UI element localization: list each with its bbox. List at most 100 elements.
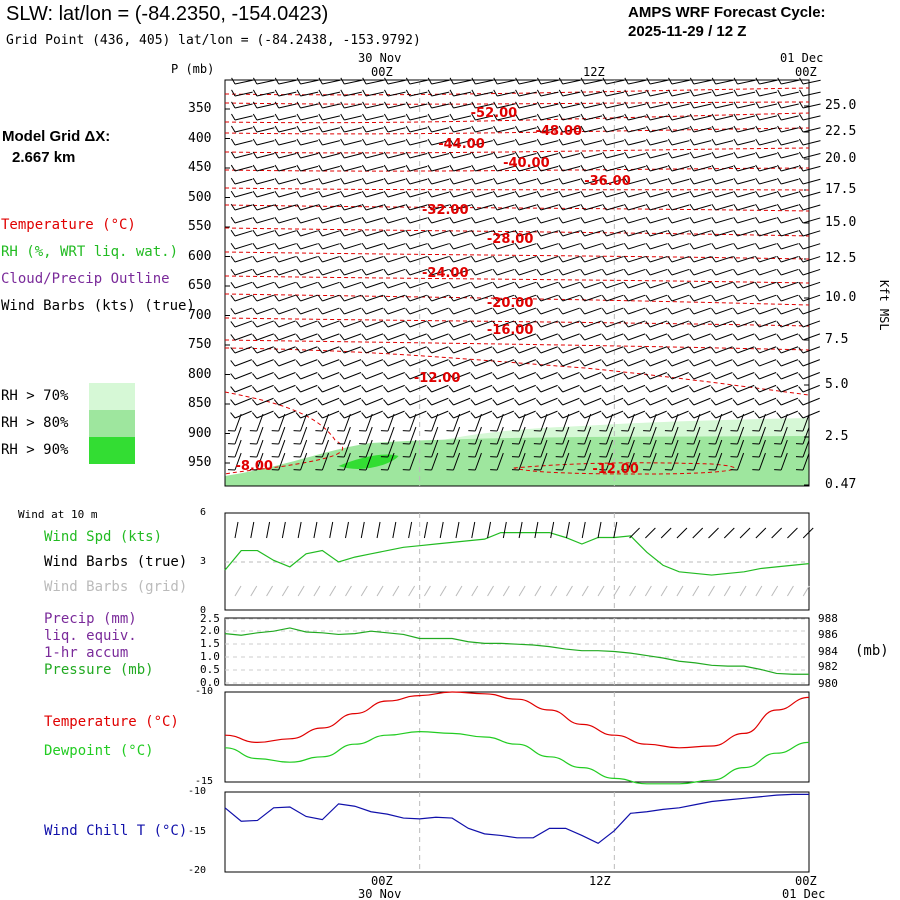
wind-barb xyxy=(453,243,471,250)
wind-barb xyxy=(584,91,603,97)
wind-barb-flag xyxy=(339,295,345,302)
wind-barb-flag xyxy=(667,360,673,367)
wind-barb-flag xyxy=(711,190,717,198)
wind-barb xyxy=(256,426,264,445)
wind-barb xyxy=(671,452,679,471)
wind-barb xyxy=(737,204,755,211)
wind-barb xyxy=(693,426,701,445)
wind-barb xyxy=(759,359,777,367)
wind-barb xyxy=(693,372,711,380)
wind-barb-flag xyxy=(230,373,236,380)
wind-barb-flag xyxy=(646,138,651,146)
wind-barb xyxy=(540,127,559,133)
wind-barb xyxy=(344,140,362,146)
wind-barb-flag xyxy=(798,151,804,159)
wind-barb xyxy=(606,115,625,121)
wind-barb xyxy=(387,426,395,445)
wind-barb-flag xyxy=(733,190,738,198)
wind-barb-flag xyxy=(274,282,280,289)
wind-barb-flag xyxy=(557,412,564,419)
wind-barb-flag xyxy=(646,77,651,85)
wind-barb xyxy=(365,320,384,328)
wind-barb xyxy=(365,127,384,133)
wind-barb xyxy=(584,79,603,85)
wind-barb xyxy=(649,410,667,419)
wind-barb-flag xyxy=(689,138,695,146)
wind-barb xyxy=(562,178,581,185)
wind-barb xyxy=(322,268,340,276)
wind-barb-flag xyxy=(623,268,629,276)
wind-barb-flag xyxy=(755,125,760,133)
wind-barb-flag xyxy=(733,216,738,224)
wind-barb-flag xyxy=(689,360,695,367)
wind-barb-flag xyxy=(339,242,345,250)
wind-barb xyxy=(540,140,559,146)
wind-barb xyxy=(234,384,252,393)
top-date-01dec: 01 Dec xyxy=(780,51,824,65)
wind-barb-flag xyxy=(317,399,323,406)
wind-barb-flag xyxy=(777,101,782,109)
wind-barb-flag xyxy=(492,242,498,250)
wind-barb-flag xyxy=(252,295,258,302)
wind-barb-flag xyxy=(427,268,433,276)
wind-barb-flag xyxy=(580,242,585,250)
wind-barb-flag xyxy=(580,216,585,224)
isotherm-line xyxy=(224,112,810,124)
wind-barb xyxy=(693,452,701,471)
pressure-tick-label: 450 xyxy=(188,160,212,175)
wind-barb-flag xyxy=(405,321,411,328)
wind10m-grid-barb xyxy=(439,585,447,597)
wind-barb xyxy=(759,320,777,328)
wind-barb-flag xyxy=(754,412,760,419)
wind-barb xyxy=(234,153,253,159)
wind-barb-flag xyxy=(645,360,651,367)
wind-barb-flag xyxy=(470,399,476,406)
wind-barb-flag xyxy=(405,138,411,146)
wind-barb xyxy=(759,127,777,133)
wind-barb-flag xyxy=(776,203,782,211)
wind-barb-flag xyxy=(732,334,738,341)
wind-barb xyxy=(759,217,777,224)
wind-barb xyxy=(737,294,755,302)
wind-barb xyxy=(409,91,428,97)
wind-barb xyxy=(365,165,384,172)
wind-barb xyxy=(671,115,690,121)
wind-barb xyxy=(475,91,493,97)
wind-barb xyxy=(759,79,778,85)
wind-barb xyxy=(256,256,275,263)
wind-barb-flag xyxy=(798,360,804,367)
wind-barb xyxy=(387,91,406,97)
wind-barb xyxy=(737,307,755,315)
wind-barb-flag xyxy=(405,101,411,109)
wind-barb xyxy=(518,256,537,263)
dewpoint-line xyxy=(224,730,810,785)
wind-barb xyxy=(802,103,821,109)
wind-barb xyxy=(453,204,471,211)
wind-barb-flag xyxy=(602,101,607,109)
wind-barb-flag xyxy=(755,151,760,159)
wind-barb xyxy=(584,115,603,121)
wind-barb xyxy=(802,256,821,263)
wind-barb-flag xyxy=(449,101,454,109)
wind-barb xyxy=(759,243,777,250)
wind-barb-flag xyxy=(601,282,607,289)
wind10m-barb xyxy=(755,527,767,539)
wind-barb xyxy=(562,230,581,237)
wind-barb xyxy=(562,384,580,393)
wind-barb-flag xyxy=(492,190,498,198)
wind-barb-flag xyxy=(361,164,367,172)
wind10m-barb xyxy=(360,521,365,539)
wind-barb-flag xyxy=(645,216,651,224)
wind-barb xyxy=(518,397,536,406)
wind-barb xyxy=(431,426,439,445)
wind-barb xyxy=(802,426,810,445)
top-tick-12z: 12Z xyxy=(583,65,605,79)
wind-barb xyxy=(409,452,417,471)
wind-barb xyxy=(606,103,625,109)
wind-barb-flag xyxy=(230,138,236,146)
wind-barb xyxy=(518,413,526,432)
wind-barb-flag xyxy=(799,89,804,97)
wind-barb xyxy=(387,439,395,458)
wind-barb xyxy=(300,439,308,458)
wind-barb xyxy=(562,115,581,121)
